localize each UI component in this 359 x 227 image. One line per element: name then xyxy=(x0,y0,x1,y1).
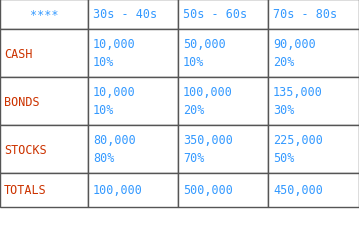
Bar xyxy=(268,78,359,126)
Bar xyxy=(0,173,88,207)
Bar xyxy=(88,126,178,173)
Text: 350,000
70%: 350,000 70% xyxy=(183,134,233,165)
Text: TOTALS: TOTALS xyxy=(4,184,47,197)
Text: 450,000: 450,000 xyxy=(273,184,323,197)
Text: 50,000
10%: 50,000 10% xyxy=(183,38,226,69)
Bar xyxy=(268,126,359,173)
Text: 50s - 60s: 50s - 60s xyxy=(183,8,247,21)
Text: 30s - 40s: 30s - 40s xyxy=(93,8,157,21)
Bar xyxy=(268,173,359,207)
Text: 70s - 80s: 70s - 80s xyxy=(273,8,337,21)
Text: ****: **** xyxy=(30,8,58,21)
Text: 100,000: 100,000 xyxy=(93,184,143,197)
Text: 80,000
80%: 80,000 80% xyxy=(93,134,136,165)
Text: 500,000: 500,000 xyxy=(183,184,233,197)
Bar xyxy=(178,30,268,78)
Text: STOCKS: STOCKS xyxy=(4,143,47,156)
Text: BONDS: BONDS xyxy=(4,95,39,108)
Bar xyxy=(178,126,268,173)
Bar xyxy=(88,30,178,78)
Bar xyxy=(88,78,178,126)
Bar xyxy=(178,173,268,207)
Text: CASH: CASH xyxy=(4,47,33,60)
Bar xyxy=(268,0,359,30)
Bar xyxy=(88,173,178,207)
Text: 100,000
20%: 100,000 20% xyxy=(183,86,233,117)
Bar xyxy=(178,0,268,30)
Text: 225,000
50%: 225,000 50% xyxy=(273,134,323,165)
Text: 135,000
30%: 135,000 30% xyxy=(273,86,323,117)
Text: 10,000
10%: 10,000 10% xyxy=(93,38,136,69)
Bar xyxy=(268,30,359,78)
Bar xyxy=(0,126,88,173)
Bar xyxy=(0,30,88,78)
Bar xyxy=(0,78,88,126)
Bar xyxy=(178,78,268,126)
Text: 90,000
20%: 90,000 20% xyxy=(273,38,316,69)
Bar xyxy=(88,0,178,30)
Text: 10,000
10%: 10,000 10% xyxy=(93,86,136,117)
Bar xyxy=(0,0,88,30)
